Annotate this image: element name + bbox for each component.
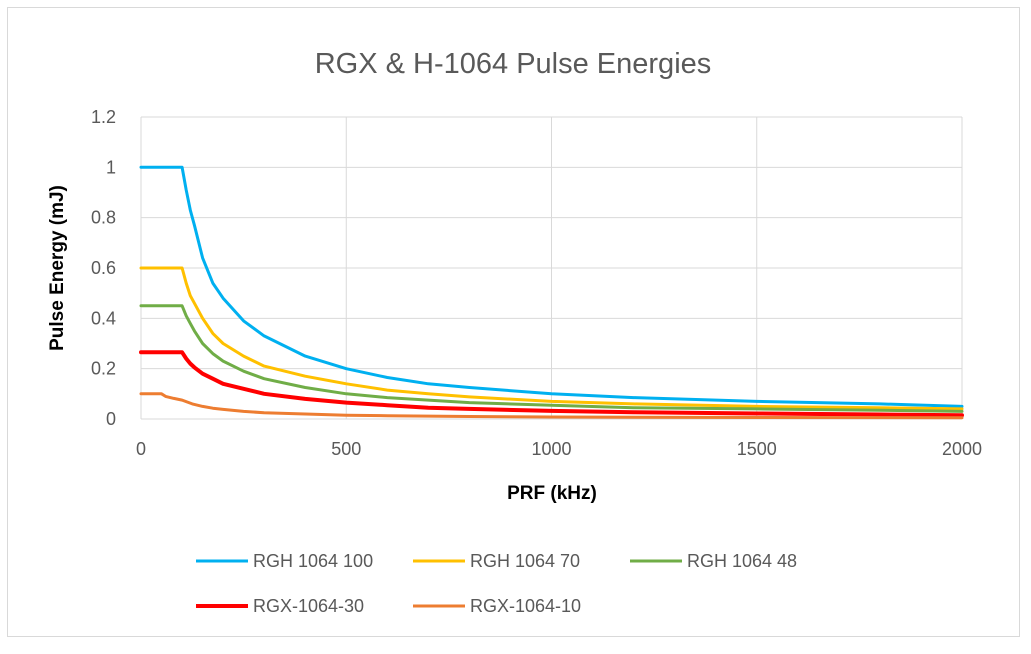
chart-frame <box>7 7 1020 637</box>
legend-label-1: RGH 1064 100 <box>253 551 373 571</box>
series-line-5 <box>139 392 964 420</box>
series-line-1 <box>139 165 964 408</box>
legend-label-4: RGX-1064-30 <box>253 596 364 616</box>
x-axis-label: PRF (kHz) <box>507 483 597 504</box>
chart-title: RGX & H-1064 Pulse Energies <box>315 48 712 80</box>
x-tick-label: 2000 <box>942 439 982 459</box>
legend-label-5: RGX-1064-10 <box>470 596 581 616</box>
y-tick-label: 0.6 <box>91 258 116 278</box>
grid-layer <box>140 116 963 420</box>
x-tick-label: 0 <box>136 439 146 459</box>
series-line-4 <box>139 350 964 418</box>
tick-layer: 0 0.2 0.4 0.6 0.8 1 1.2 0 500 1000 1500 2000 <box>91 107 982 459</box>
y-tick-label: 1.2 <box>91 107 116 127</box>
x-tick-label: 500 <box>331 439 361 459</box>
x-tick-label: 1500 <box>737 439 777 459</box>
series-line-2 <box>139 266 964 411</box>
legend: RGH 1064 100 RGH 1064 70 RGH 1064 48 RGX-10… <box>196 551 797 616</box>
y-tick-label: 0.4 <box>91 308 116 328</box>
y-tick-label: 0.2 <box>91 359 116 379</box>
y-tick-label: 0.8 <box>91 208 116 228</box>
legend-label-3: RGH 1064 48 <box>687 551 797 571</box>
series-layer <box>139 165 964 420</box>
y-tick-label: 1 <box>106 157 116 177</box>
legend-label-2: RGH 1064 70 <box>470 551 580 571</box>
y-axis-label: Pulse Energy (mJ) <box>47 185 68 351</box>
series-line-3 <box>139 304 964 413</box>
y-tick-label: 0 <box>106 409 116 429</box>
x-tick-label: 1000 <box>531 439 571 459</box>
